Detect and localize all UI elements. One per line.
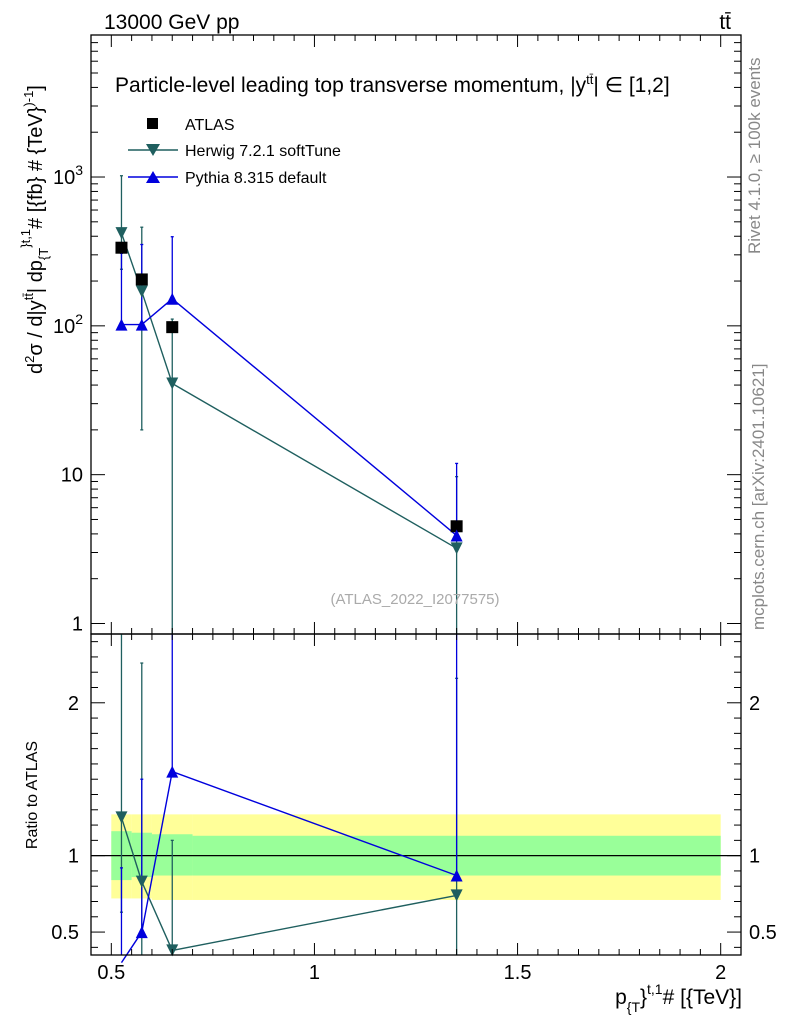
ratio-y-axis-label: Ratio to ATLAS <box>24 741 41 849</box>
ratio-y-tick-label-left: 2 <box>68 693 79 715</box>
ratio-pythia-line <box>120 770 457 964</box>
ratio-series-lines <box>120 770 457 964</box>
ratio-y-tick-label-left: 0.5 <box>51 922 79 944</box>
x-axis-label: p{T}t,1# [{TeV}] <box>615 981 742 1015</box>
legend-marker-atlas <box>147 118 158 129</box>
main-atlas-point <box>450 520 463 533</box>
main-pythia-point <box>450 529 463 542</box>
main-atlas-point <box>135 273 148 286</box>
rivet-version-label: Rivet 4.1.0, ≥ 100k events <box>745 58 764 254</box>
ratio-herwig-point <box>115 811 128 824</box>
legend-marker-herwig <box>146 144 160 156</box>
ratio-pythia-point <box>135 926 148 939</box>
main-pythia-point <box>166 292 179 305</box>
ratio-frame <box>90 633 742 956</box>
main-axes: 1 10 102 103 <box>53 34 742 635</box>
x-tick-label: 1.5 <box>504 962 532 984</box>
main-herwig-point <box>450 542 463 555</box>
ratio-y-tick-label-right: 0.5 <box>749 922 777 944</box>
ratio-markers <box>115 765 463 957</box>
main-atlas-point <box>166 321 179 334</box>
legend-label-herwig: Herwig 7.2.1 softTune <box>185 143 341 160</box>
mcplots-label: mcplots.cern.ch [arXiv:2401.10621] <box>749 364 768 630</box>
ratio-herwig-point <box>450 889 463 902</box>
main-herwig-point <box>166 377 179 390</box>
title-tail: | ∈ [1,2] <box>593 74 669 97</box>
ratio-y-tick-label-left: 1 <box>68 846 79 868</box>
energy-label: 13000 GeV pp <box>104 11 239 34</box>
main-pythia-point <box>135 318 148 331</box>
main-y-tick-label: 1 <box>72 613 83 635</box>
process-label: tt̄ <box>719 11 731 34</box>
title-main: Particle-level leading top transverse mo… <box>115 74 587 97</box>
ratio-pythia-point <box>166 765 179 778</box>
ratio-pythia-point <box>450 869 463 882</box>
main-error-bars <box>119 175 459 634</box>
title-sup: tt̄ <box>586 72 594 87</box>
legend: ATLAS Herwig 7.2.1 softTune Pythia 8.315… <box>128 117 341 187</box>
ratio-y-tick-label-right: 2 <box>749 693 760 715</box>
ratio-error-bars <box>119 634 459 955</box>
legend-marker-pythia <box>146 171 160 183</box>
main-pythia-line <box>121 297 458 537</box>
main-atlas-point <box>115 241 128 254</box>
x-tick-label: 2 <box>715 962 726 984</box>
main-y-axis-label: d2σ / d|ytt̄| dp{T}t,1# [{fb} # {TeV})-1… <box>18 85 51 374</box>
main-y-tick-label: 103 <box>53 162 83 189</box>
ratio-axes: 0.5 0.5 1 1 2 2 0.5 1 1.5 2 <box>51 633 777 984</box>
main-markers <box>115 227 463 555</box>
ratio-herwig-point <box>135 875 148 888</box>
legend-label-atlas: ATLAS <box>185 117 235 134</box>
main-herwig-point <box>135 285 148 298</box>
ratio-herwig-line <box>120 817 457 952</box>
main-series-lines <box>120 232 458 549</box>
main-y-tick-label: 10 <box>61 465 83 487</box>
chart-title: Particle-level leading top transverse mo… <box>115 72 670 97</box>
ratio-y-tick-label-right: 1 <box>749 846 760 868</box>
ratio-panel: 0.5 0.5 1 1 2 2 0.5 1 1.5 2 Ratio to ATLAS p{T}t,… <box>24 633 777 1015</box>
main-panel: 1 10 102 103 (ATLAS_2022_I2077575) Particle… <box>18 34 742 635</box>
x-tick-label: 1 <box>309 962 320 984</box>
legend-label-pythia: Pythia 8.315 default <box>185 170 327 187</box>
main-herwig-point <box>115 227 128 240</box>
main-y-tick-label: 102 <box>53 311 83 338</box>
watermark: (ATLAS_2022_I2077575) <box>330 591 499 608</box>
ratio-uncertainty-bands <box>111 814 721 900</box>
x-tick-label: 0.5 <box>97 962 125 984</box>
main-pythia-point <box>115 318 128 331</box>
main-herwig-line <box>120 232 457 549</box>
